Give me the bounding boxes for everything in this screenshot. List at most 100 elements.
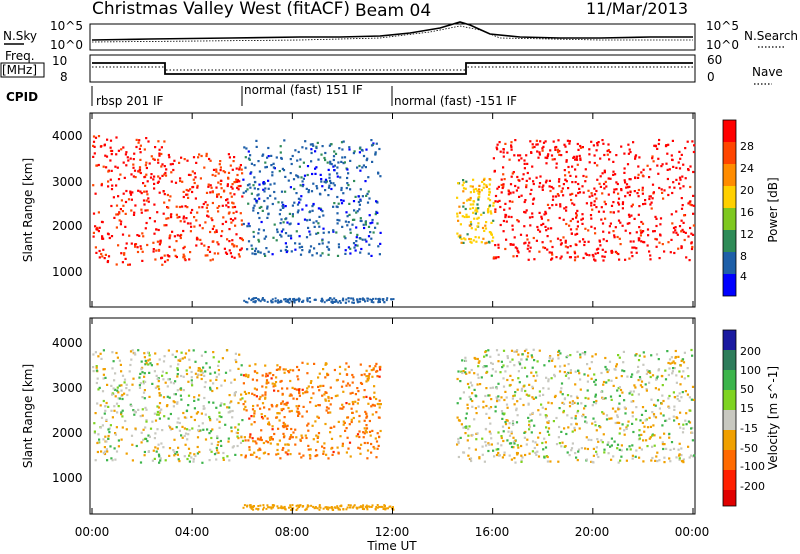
echo-cell xyxy=(469,196,472,200)
echo-cell xyxy=(94,246,97,249)
echo-cell xyxy=(94,459,97,462)
echo-band-2 xyxy=(242,139,382,257)
echo-cell xyxy=(687,420,690,423)
echo-cell xyxy=(594,353,597,356)
echo-cell xyxy=(337,452,340,455)
echo-cell xyxy=(327,194,330,197)
echo-cell xyxy=(294,242,297,245)
echo-cell xyxy=(201,422,204,425)
echo-cell xyxy=(510,148,513,151)
echo-cell xyxy=(522,173,525,176)
echo-cell xyxy=(621,391,624,394)
echo-cell xyxy=(327,253,330,256)
velocity-cbar-tick-50: 50 xyxy=(740,383,754,396)
echo-cell xyxy=(501,417,504,420)
echo-cell xyxy=(557,139,560,142)
echo-cell xyxy=(231,187,234,190)
echo-cell xyxy=(291,154,294,158)
echo-cell xyxy=(226,183,229,186)
echo-cell xyxy=(185,217,188,220)
echo-cell xyxy=(126,156,129,159)
echo-cell xyxy=(120,384,123,387)
echo-cell xyxy=(123,253,126,256)
echo-cell xyxy=(108,431,111,434)
echo-cell xyxy=(300,195,303,198)
echo-cell xyxy=(271,405,274,408)
echo-cell xyxy=(558,425,561,429)
echo-cell xyxy=(349,392,352,395)
echo-cell xyxy=(176,367,179,370)
echo-cell xyxy=(638,354,641,357)
echo-cell xyxy=(370,451,373,454)
echo-cell xyxy=(693,454,696,457)
echo-cell xyxy=(320,180,323,183)
echo-cell xyxy=(175,426,178,429)
echo-cell xyxy=(253,297,256,300)
echo-cell xyxy=(465,426,468,429)
echo-cell xyxy=(504,247,507,251)
echo-cell xyxy=(142,382,145,385)
echo-cell xyxy=(297,197,300,200)
echo-cell xyxy=(105,440,108,443)
echo-cell xyxy=(101,255,104,258)
echo-cell xyxy=(283,403,286,406)
echo-cell xyxy=(575,158,579,161)
echo-cell xyxy=(284,425,288,428)
echo-cell xyxy=(265,381,268,384)
echo-cell xyxy=(469,238,472,241)
echo-cell xyxy=(590,140,593,143)
echo-cell xyxy=(544,441,547,444)
echo-cell xyxy=(295,405,298,408)
echo-cell xyxy=(512,255,515,258)
echo-cell xyxy=(481,226,485,230)
echo-cell xyxy=(324,376,327,379)
echo-cell xyxy=(173,401,176,404)
echo-cell xyxy=(544,407,547,411)
echo-cell xyxy=(371,218,374,222)
echo-cell xyxy=(163,173,166,176)
echo-cell xyxy=(289,234,293,237)
echo-cell xyxy=(173,159,176,162)
echo-cell xyxy=(128,263,131,266)
echo-cell xyxy=(374,365,377,368)
echo-cell xyxy=(628,178,631,181)
echo-cell xyxy=(228,228,231,231)
echo-cell xyxy=(366,441,369,445)
echo-cell xyxy=(248,183,251,186)
echo-cell xyxy=(340,504,343,507)
echo-cell xyxy=(516,400,519,403)
echo-cell xyxy=(691,439,694,442)
echo-cell xyxy=(285,245,288,248)
echo-cell xyxy=(635,449,638,452)
echo-cell xyxy=(355,435,358,438)
echo-cell xyxy=(467,428,470,431)
echo-cell xyxy=(255,442,258,445)
echo-cell xyxy=(637,239,640,242)
echo-cell xyxy=(339,407,342,410)
echo-cell xyxy=(648,416,651,419)
echo-cell xyxy=(117,397,120,400)
echo-cell xyxy=(597,141,600,144)
echo-cell xyxy=(340,385,344,388)
echo-cell xyxy=(625,459,628,462)
echo-cell xyxy=(649,254,652,257)
echo-cell xyxy=(556,193,559,196)
echo-cell xyxy=(366,201,370,204)
echo-cell xyxy=(185,416,188,419)
echo-cell xyxy=(296,159,299,162)
echo-cell xyxy=(574,452,577,455)
echo-cell xyxy=(477,222,480,225)
echo-cell xyxy=(298,504,301,507)
echo-cell xyxy=(321,394,324,397)
echo-cell xyxy=(221,230,224,233)
echo-cell xyxy=(263,190,266,193)
echo-cell xyxy=(233,244,236,247)
echo-cell xyxy=(349,231,352,234)
echo-cell xyxy=(478,188,481,191)
echo-cell xyxy=(612,384,615,387)
echo-band-0 xyxy=(92,349,245,464)
echo-cell xyxy=(550,377,553,380)
echo-cell xyxy=(321,210,324,213)
echo-cell xyxy=(610,249,613,252)
echo-cell xyxy=(374,153,377,156)
